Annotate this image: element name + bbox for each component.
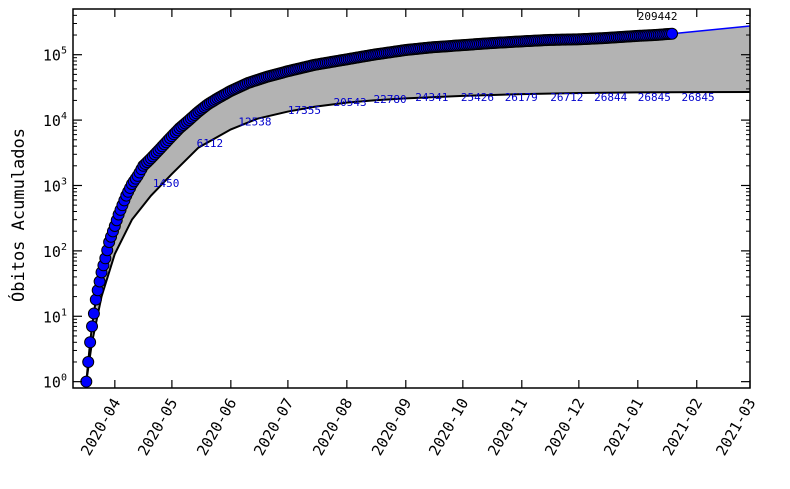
lower-value-label: 24341 (415, 91, 448, 104)
y-tick-label: 102 (43, 242, 67, 261)
y-tick-label: 100 (43, 373, 67, 392)
y-axis-label: Óbitos Acumulados (7, 128, 29, 302)
plot-frame (72, 8, 751, 389)
annotation-layer: 1450 6112 12538 17355 20543 22780 24341 25426 26… (153, 10, 715, 190)
lower-value-label: 26712 (550, 91, 583, 104)
points-layer (80, 27, 679, 388)
y-tick-label: 103 (43, 176, 67, 195)
lower-bound-line (85, 91, 751, 382)
lower-value-label: 12538 (238, 115, 271, 128)
last-value-label: 209442 (638, 10, 678, 23)
lower-value-label: 26845 (682, 91, 715, 104)
y-axis: 100 101 102 103 104 105 (43, 8, 750, 392)
lower-value-label: 26845 (638, 91, 671, 104)
lower-value-label: 22780 (374, 93, 407, 106)
lower-value-label: 26844 (594, 91, 627, 104)
lower-value-label: 1450 (153, 177, 180, 190)
data-point (87, 307, 100, 320)
projection-band (86, 25, 751, 382)
y-tick-label: 105 (43, 46, 67, 65)
data-point (82, 355, 95, 368)
data-point (666, 27, 679, 40)
y-tick-label: 104 (43, 111, 67, 130)
data-point (80, 375, 93, 388)
lower-value-label: 26179 (505, 91, 538, 104)
lower-value-label: 25426 (461, 91, 494, 104)
lower-value-label: 6112 (197, 137, 224, 150)
lower-value-label: 20543 (334, 96, 367, 109)
data-point (84, 336, 97, 349)
data-point (86, 320, 99, 333)
y-tick-label: 101 (43, 307, 67, 326)
band-layer (86, 25, 751, 382)
lower-value-label: 17355 (288, 104, 321, 117)
upper-projection-line (671, 25, 751, 35)
